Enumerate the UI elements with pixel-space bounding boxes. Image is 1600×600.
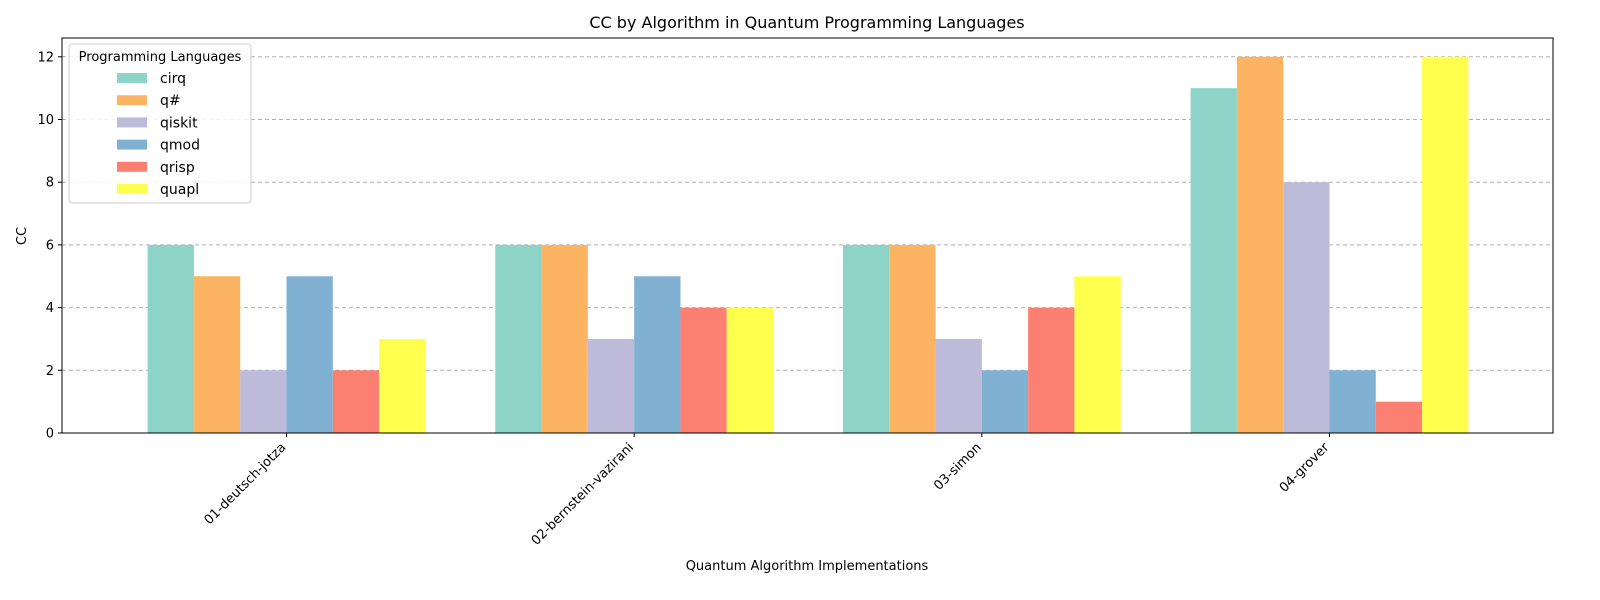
y-tick-label: 6: [46, 238, 54, 253]
bar-qsharp-4[interactable]: [1236, 56, 1284, 434]
legend-label: qmod: [160, 138, 200, 154]
legend-swatch: [117, 139, 147, 150]
y-tick-label: 4: [46, 301, 54, 316]
legend-label: quapl: [160, 182, 199, 198]
bar-qiskit-2[interactable]: [587, 338, 635, 433]
legend-label: q#: [160, 93, 181, 109]
bar-qiskit-1[interactable]: [240, 370, 287, 433]
bar-qrisp-2[interactable]: [680, 307, 727, 433]
legend-label: qiskit: [160, 115, 198, 131]
y-tick-label: 10: [37, 113, 54, 128]
legend-item[interactable]: cirq: [117, 71, 186, 87]
x-axis-label: Quantum Algorithm Implementations: [686, 559, 929, 574]
bar-quapl-2[interactable]: [726, 307, 774, 433]
legend[interactable]: Programming Languages cirq q# qiskit qmod qr…: [68, 43, 252, 204]
legend-item[interactable]: qmod: [117, 138, 200, 154]
bar-qsharp-1[interactable]: [193, 276, 241, 433]
legend-item[interactable]: qrisp: [117, 160, 195, 176]
x-tick-label: 03-simon: [931, 440, 984, 493]
bar-qiskit-4[interactable]: [1283, 182, 1330, 433]
bar-quapl-1[interactable]: [379, 338, 426, 433]
x-axis: 01-deutsch-jotza 02-bernstein-vazirani 03-…: [202, 433, 1333, 549]
bar-qmod-3[interactable]: [981, 370, 1029, 433]
bar-cirq-4[interactable]: [1190, 88, 1237, 434]
bar-qiskit-3[interactable]: [935, 338, 982, 433]
bar-qmod-2[interactable]: [634, 276, 681, 433]
plot-frame: [61, 37, 1554, 434]
y-tick-label: 2: [46, 364, 54, 379]
legend-label: qrisp: [160, 160, 195, 176]
legend-swatch: [117, 161, 147, 172]
y-tick-label: 12: [37, 50, 54, 65]
bar-qsharp-3[interactable]: [889, 244, 936, 433]
legend-swatch: [117, 184, 147, 194]
y-axis: 0 2 4 6 8 10 12: [37, 50, 62, 442]
bar-cirq-1[interactable]: [147, 244, 194, 433]
x-tick-label: 01-deutsch-jotza: [202, 440, 290, 528]
bar-quapl-3[interactable]: [1074, 276, 1121, 433]
bar-quapl-4[interactable]: [1422, 56, 1469, 434]
legend-label: cirq: [160, 71, 186, 87]
legend-box: [68, 43, 252, 204]
legend-item[interactable]: qiskit: [117, 115, 198, 131]
legend-swatch: [117, 73, 147, 83]
bar-qrisp-4[interactable]: [1375, 401, 1423, 433]
x-tick-label: 02-bernstein-vazirani: [529, 440, 637, 548]
bar-qrisp-3[interactable]: [1028, 307, 1075, 433]
legend-title: Programming Languages: [79, 50, 242, 65]
y-tick-label: 0: [46, 427, 54, 442]
bar-qmod-1[interactable]: [286, 276, 333, 433]
bar-qrisp-1[interactable]: [332, 370, 380, 433]
bars: [147, 56, 1469, 434]
legend-swatch: [117, 95, 147, 106]
chart-title: CC by Algorithm in Quantum Programming L…: [589, 13, 1024, 32]
bar-cirq-3[interactable]: [842, 244, 890, 433]
bar-qmod-4[interactable]: [1329, 370, 1376, 433]
legend-item[interactable]: quapl: [117, 182, 199, 198]
bar-qsharp-2[interactable]: [541, 244, 588, 433]
y-tick-label: 8: [46, 176, 54, 191]
bar-cirq-2[interactable]: [495, 244, 542, 433]
y-axis-label: CC: [15, 227, 30, 245]
legend-items[interactable]: cirq q# qiskit qmod qrisp quapl: [117, 71, 200, 198]
legend-item[interactable]: q#: [117, 93, 181, 109]
x-tick-label: 04-grover: [1277, 440, 1333, 496]
legend-swatch: [117, 117, 147, 128]
